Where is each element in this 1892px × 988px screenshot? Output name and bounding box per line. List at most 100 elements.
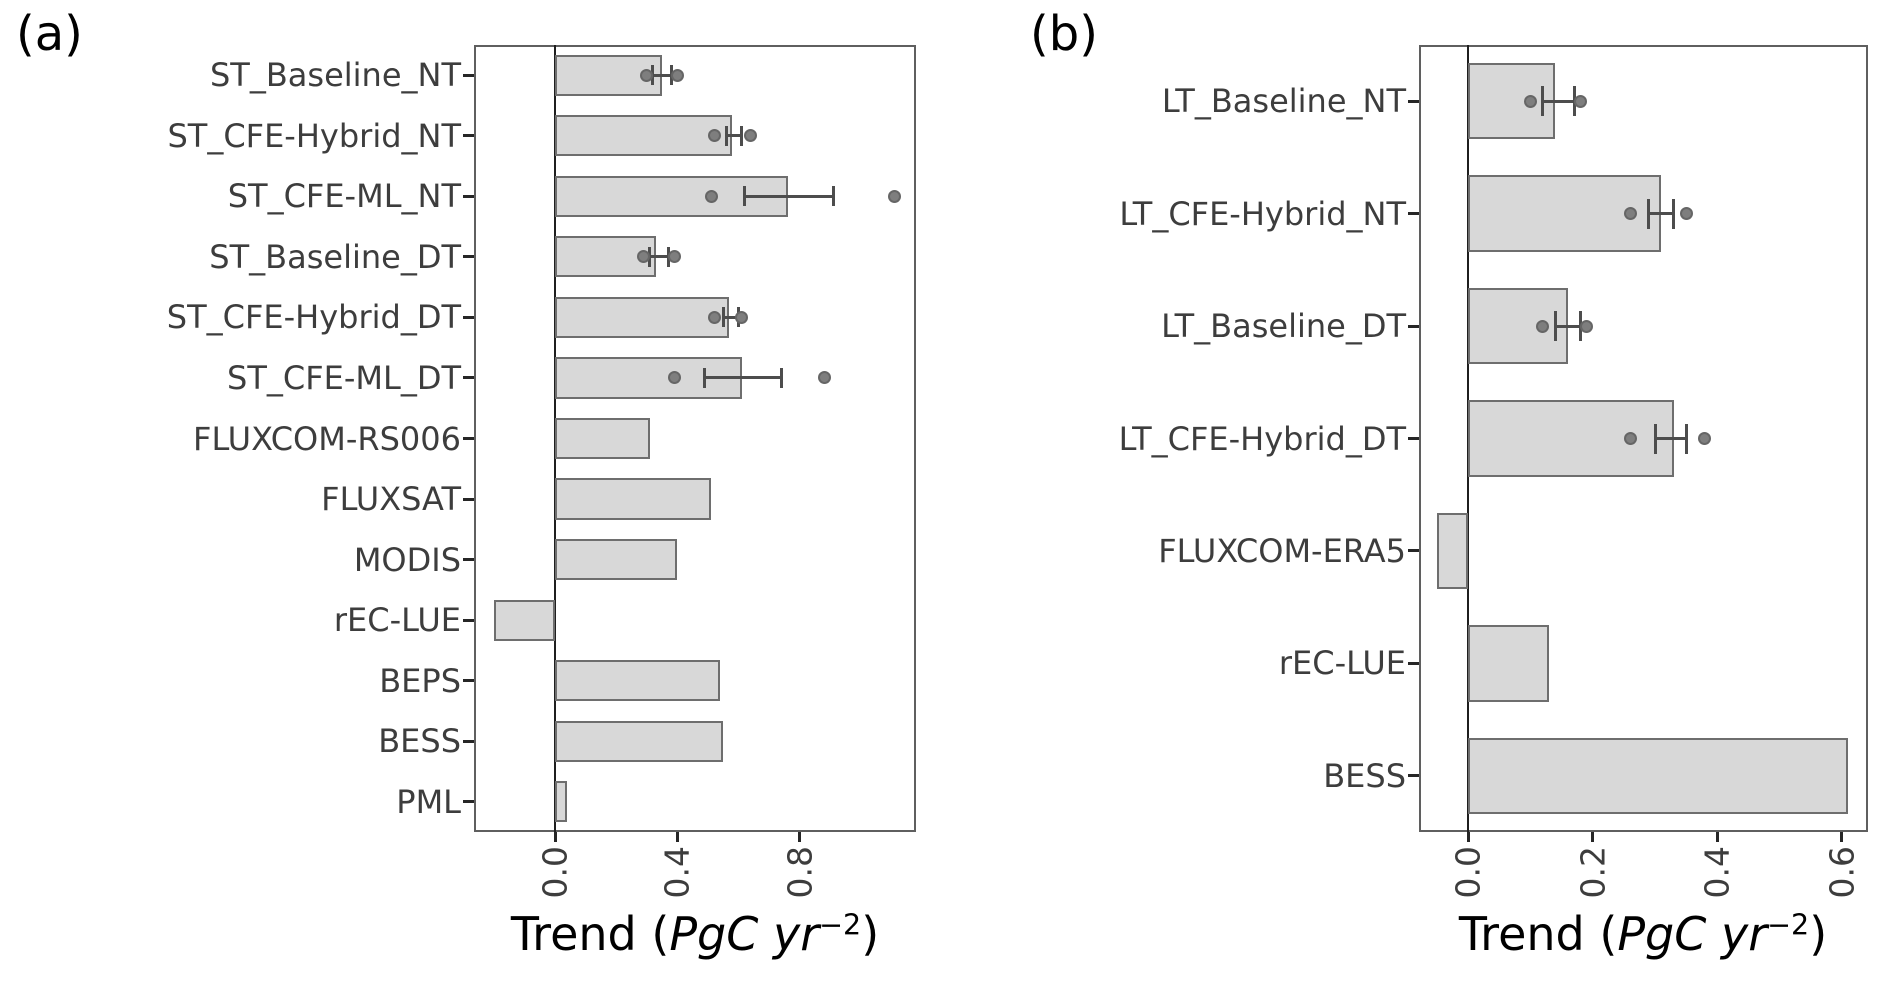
- category-label: LT_CFE-Hybrid_NT: [1119, 194, 1406, 233]
- x-tick-label: 0.2: [1573, 846, 1613, 899]
- error-bar-line: [652, 73, 672, 77]
- error-bar-line: [726, 134, 742, 138]
- error-bar-cap: [703, 367, 707, 388]
- bar: [1468, 625, 1550, 702]
- y-tick: [463, 437, 474, 440]
- bar: [555, 115, 733, 157]
- error-bar-cap: [721, 307, 725, 328]
- y-tick: [1408, 661, 1419, 665]
- panel-b-xaxis-label: Trend (PgC yr−2): [1402, 906, 1884, 962]
- category-label: FLUXCOM-ERA5: [1158, 531, 1406, 570]
- bar: [555, 538, 678, 581]
- category-label: ST_CFE-Hybrid_NT: [167, 116, 461, 155]
- xaxis-label-prefix: Trend (: [1458, 907, 1618, 961]
- bar: [555, 781, 568, 823]
- xaxis-label-exponent: −2: [819, 908, 862, 942]
- category-label: ST_CFE-ML_DT: [227, 358, 461, 397]
- y-tick: [463, 73, 474, 77]
- category-label: ST_CFE-Hybrid_DT: [166, 298, 461, 337]
- error-bar-line: [704, 376, 782, 380]
- data-point: [667, 250, 681, 264]
- y-tick: [1408, 324, 1419, 328]
- data-point: [888, 189, 902, 203]
- x-tick: [1840, 832, 1844, 842]
- y-tick: [463, 315, 474, 319]
- x-tick: [1466, 832, 1470, 842]
- bar: [1468, 287, 1568, 365]
- category-label: FLUXCOM-RS006: [193, 419, 461, 458]
- x-tick-label: 0.8: [780, 846, 820, 899]
- xaxis-label-units: PgC yr: [1617, 907, 1768, 961]
- y-tick: [463, 739, 474, 743]
- category-label: BEPS: [379, 661, 461, 700]
- panel-a-xaxis-label: Trend (PgC yr−2): [454, 906, 936, 962]
- panel-a-tag: (a): [16, 6, 83, 62]
- data-point: [735, 310, 749, 324]
- error-bar-cap: [1647, 198, 1651, 229]
- error-bar-line: [1655, 437, 1687, 440]
- x-tick-label: 0.4: [657, 846, 697, 899]
- xaxis-label-prefix: Trend (: [510, 907, 670, 961]
- error-bar-line: [649, 255, 669, 259]
- bar: [1468, 737, 1849, 814]
- error-bar-cap: [1684, 423, 1688, 454]
- category-label: ST_Baseline_NT: [209, 56, 461, 95]
- y-tick: [463, 679, 474, 683]
- y-tick: [1408, 212, 1419, 216]
- xaxis-label-suffix: ): [1809, 907, 1828, 961]
- data-point: [817, 371, 831, 385]
- error-bar-line: [744, 194, 834, 198]
- bar: [555, 720, 724, 762]
- bar: [493, 599, 556, 641]
- x-tick-label: 0.0: [1448, 846, 1488, 899]
- x-tick: [553, 832, 557, 842]
- data-point: [637, 250, 651, 264]
- error-bar-cap: [740, 125, 744, 146]
- category-label: ST_Baseline_DT: [209, 237, 461, 276]
- category-label: BESS: [1323, 756, 1406, 795]
- data-point: [1523, 94, 1537, 108]
- bar: [555, 478, 712, 520]
- y-tick: [463, 134, 474, 138]
- y-tick: [1408, 99, 1419, 103]
- y-tick: [1408, 437, 1419, 440]
- y-tick: [463, 558, 474, 562]
- bar: [1437, 512, 1469, 590]
- y-tick: [463, 618, 474, 622]
- data-point: [1573, 94, 1587, 108]
- x-tick-label: 0.6: [1822, 846, 1862, 899]
- bar: [555, 660, 721, 702]
- category-label: rEC-LUE: [333, 601, 461, 640]
- y-tick: [1408, 774, 1419, 778]
- y-tick: [463, 800, 474, 804]
- error-bar-cap: [724, 125, 728, 146]
- category-label: LT_Baseline_NT: [1161, 82, 1406, 121]
- error-bar-cap: [1653, 423, 1657, 454]
- bar: [1468, 400, 1674, 477]
- error-bar-line: [723, 315, 739, 319]
- data-point: [1623, 207, 1637, 221]
- category-label: ST_CFE-ML_NT: [227, 177, 461, 216]
- x-tick: [1715, 832, 1719, 842]
- x-tick-label: 0.4: [1697, 846, 1737, 899]
- error-bar-cap: [1553, 311, 1557, 342]
- error-bar-cap: [779, 367, 783, 388]
- data-point: [1580, 319, 1594, 333]
- category-label: LT_CFE-Hybrid_DT: [1118, 419, 1406, 458]
- category-label: MODIS: [353, 540, 461, 579]
- y-tick: [463, 497, 474, 501]
- data-point: [640, 68, 654, 82]
- error-bar-line: [1542, 99, 1575, 103]
- data-point: [1679, 207, 1693, 221]
- x-tick: [1591, 832, 1595, 842]
- bar: [1468, 62, 1556, 140]
- data-point: [1623, 432, 1637, 445]
- x-tick: [798, 832, 802, 842]
- y-tick: [463, 255, 474, 259]
- y-tick: [463, 194, 474, 198]
- category-label: FLUXSAT: [321, 480, 461, 519]
- error-bar-cap: [1541, 86, 1545, 117]
- data-point: [707, 310, 721, 324]
- xaxis-label-units: PgC yr: [669, 907, 820, 961]
